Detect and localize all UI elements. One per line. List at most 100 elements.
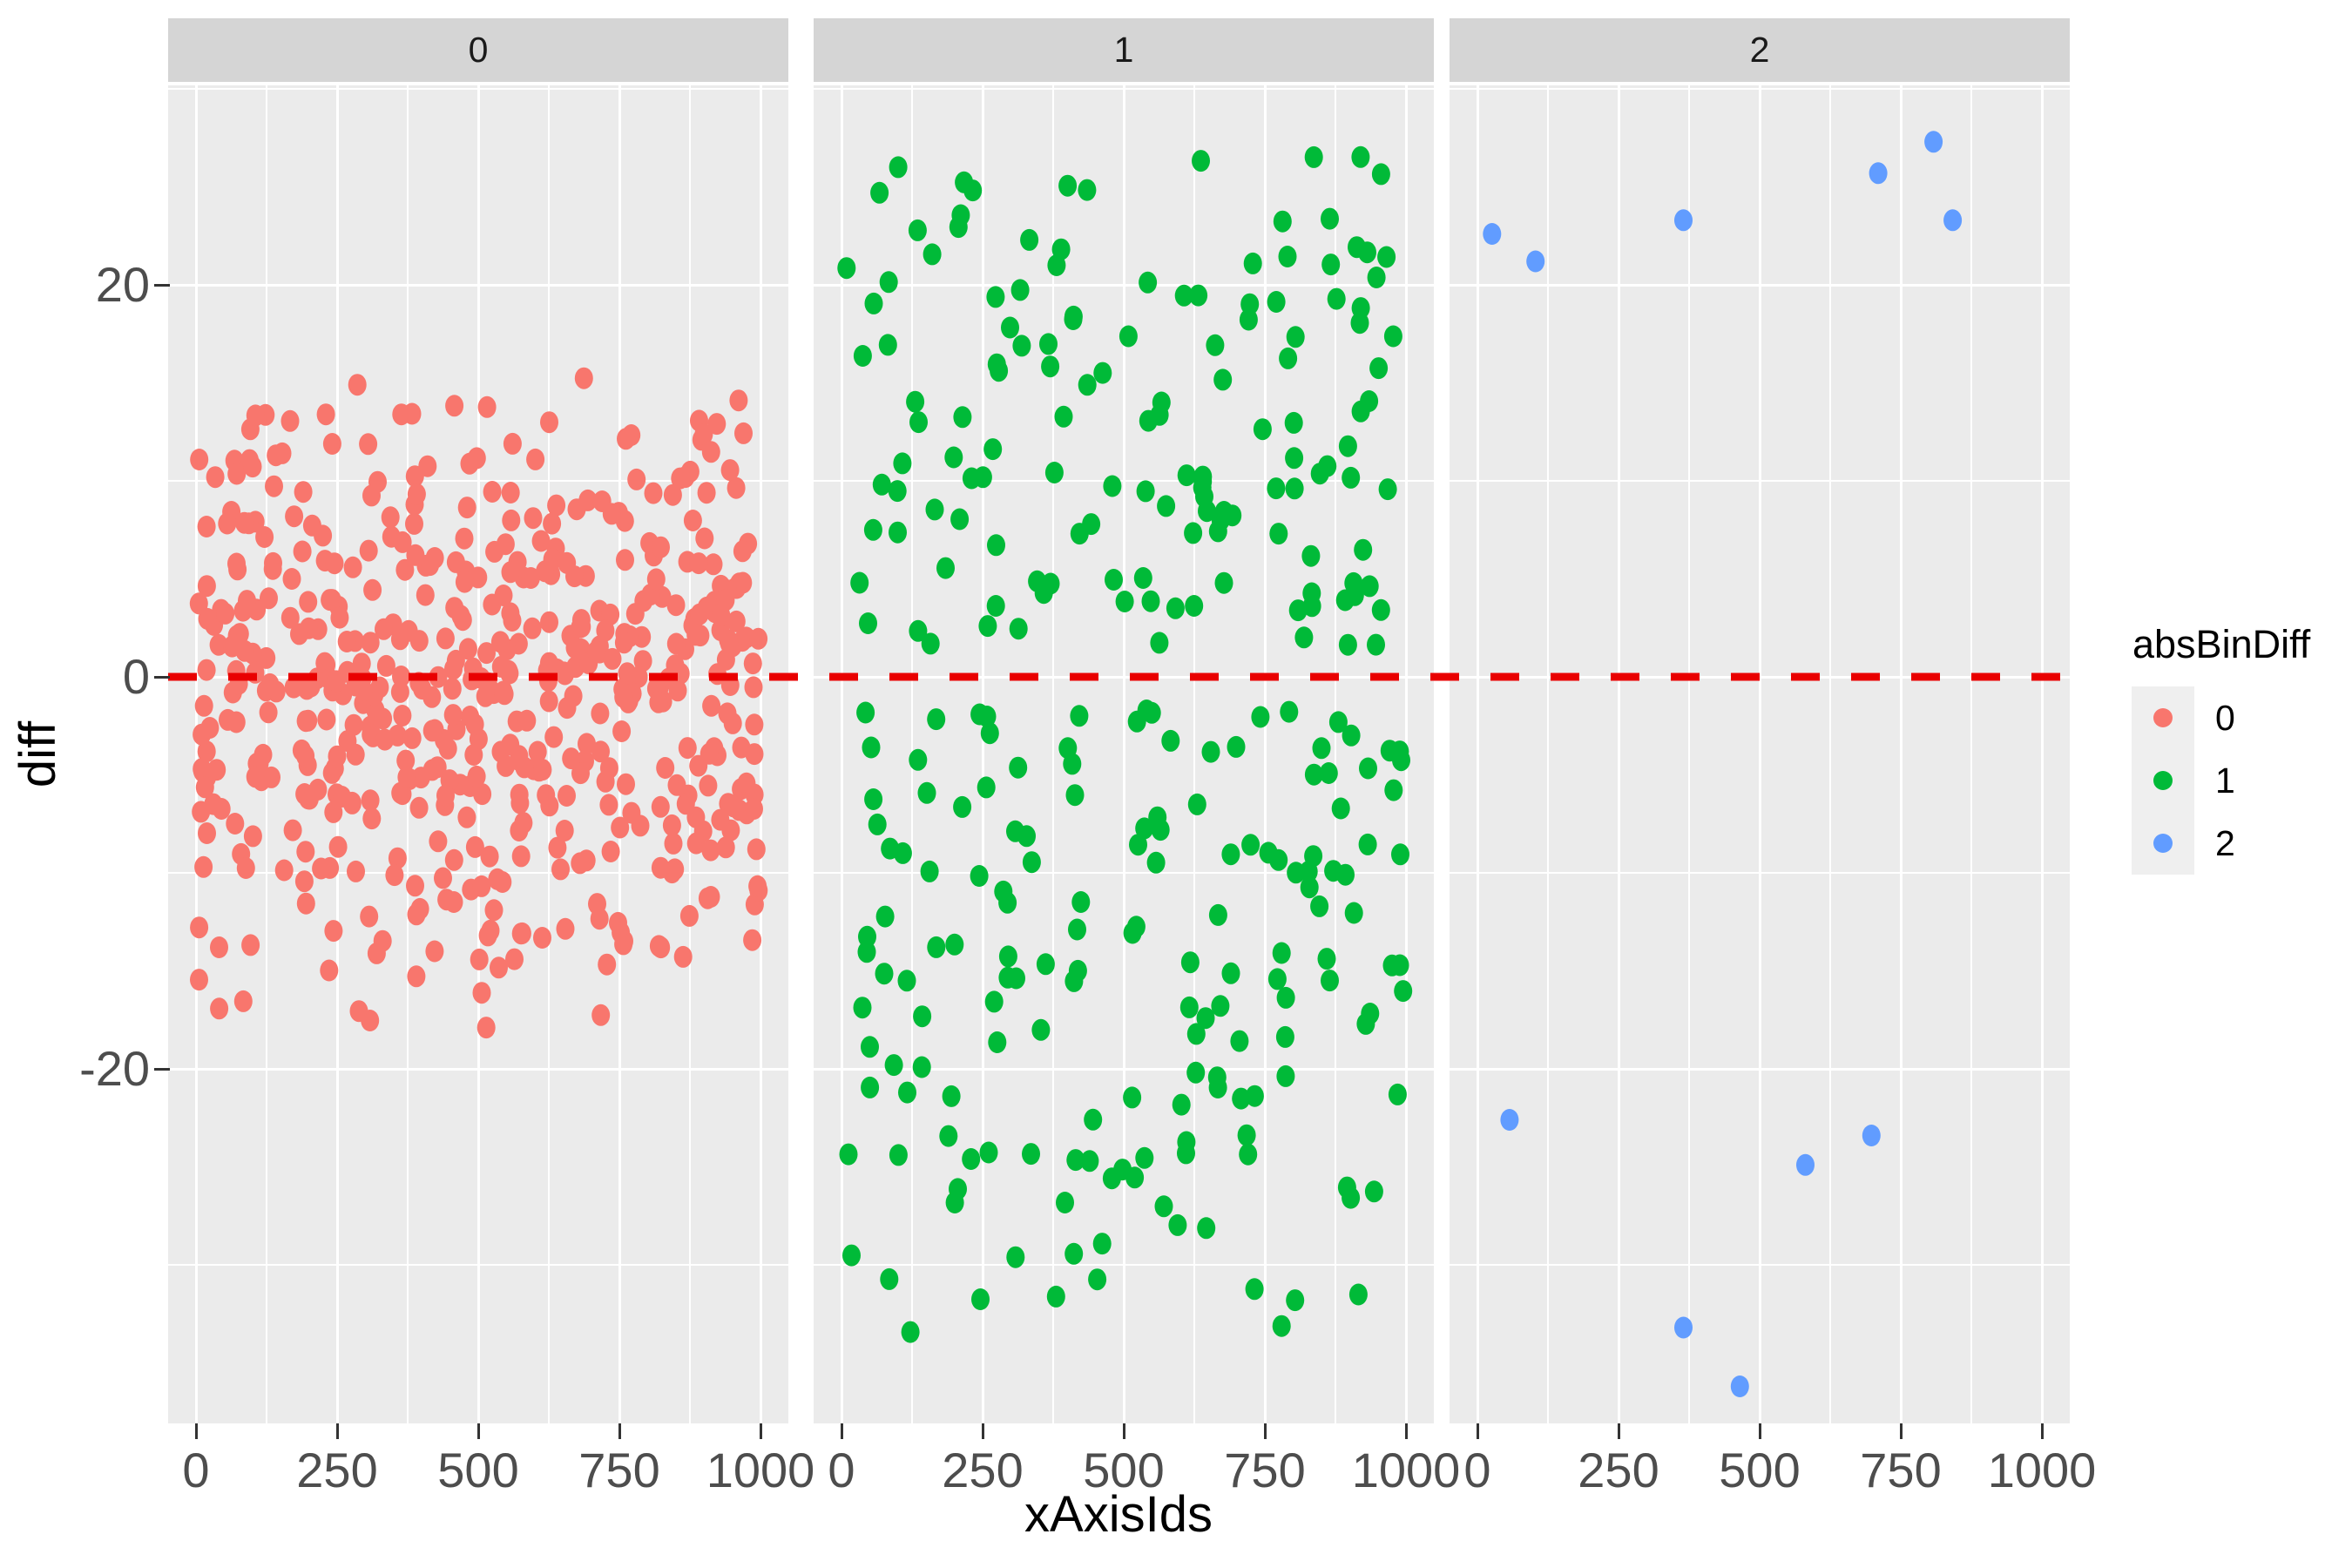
data-point xyxy=(649,691,668,713)
data-point xyxy=(578,489,598,511)
data-point xyxy=(617,773,635,795)
data-point xyxy=(1272,942,1291,964)
data-point xyxy=(562,747,581,770)
data-point xyxy=(395,558,415,581)
data-point xyxy=(484,899,504,922)
data-point xyxy=(1092,1233,1112,1255)
data-point xyxy=(745,713,764,736)
data-point xyxy=(502,509,521,531)
gridline xyxy=(1617,85,1620,1423)
data-point xyxy=(1186,1023,1206,1045)
data-point xyxy=(921,632,940,655)
data-point xyxy=(733,571,753,594)
data-point xyxy=(1251,706,1270,728)
data-point xyxy=(503,610,522,632)
data-point xyxy=(1221,962,1240,984)
data-point xyxy=(697,596,716,618)
data-point xyxy=(1267,477,1286,500)
data-point xyxy=(338,730,357,753)
data-point xyxy=(984,990,1004,1013)
data-point xyxy=(296,745,315,767)
data-point xyxy=(483,481,502,503)
facet-strip: 0 xyxy=(168,18,788,82)
data-point xyxy=(614,933,633,956)
data-point xyxy=(1336,863,1355,886)
data-point xyxy=(361,789,380,812)
data-point xyxy=(555,661,573,684)
data-point xyxy=(861,1076,880,1098)
data-point xyxy=(1007,967,1025,990)
data-point xyxy=(255,526,274,548)
data-point xyxy=(879,271,898,294)
x-tick-mark xyxy=(840,1423,843,1439)
data-point xyxy=(320,959,339,982)
x-tick-mark xyxy=(1617,1423,1620,1439)
legend-dot-icon xyxy=(2153,771,2173,790)
data-point xyxy=(1321,970,1339,992)
data-point xyxy=(587,640,606,663)
facet-strip-label: 2 xyxy=(1749,30,1770,70)
data-point xyxy=(1367,267,1386,288)
y-tick-label: -20 xyxy=(79,1041,150,1096)
data-point xyxy=(299,591,318,613)
data-point xyxy=(1267,291,1286,313)
data-point xyxy=(526,448,545,470)
data-point xyxy=(429,666,448,688)
data-point xyxy=(870,181,889,204)
data-point xyxy=(194,694,213,717)
data-point xyxy=(730,799,748,821)
data-point xyxy=(385,864,404,887)
legend-key xyxy=(2132,812,2194,875)
data-point xyxy=(884,1054,903,1077)
data-point xyxy=(945,1192,964,1213)
x-tick-label: 250 xyxy=(1578,1443,1659,1497)
data-point xyxy=(1279,347,1298,369)
data-point xyxy=(747,838,766,861)
data-point xyxy=(853,345,872,367)
gridline xyxy=(2040,85,2044,1423)
data-point xyxy=(537,784,556,807)
data-point xyxy=(1304,145,1323,168)
data-point xyxy=(209,633,228,656)
data-point xyxy=(1071,891,1091,913)
data-point xyxy=(490,631,510,653)
data-point xyxy=(392,666,410,687)
data-point xyxy=(1103,475,1122,497)
data-point xyxy=(501,561,520,584)
data-point xyxy=(1012,335,1031,357)
data-point xyxy=(979,1141,998,1164)
data-point xyxy=(359,433,378,456)
data-point xyxy=(189,592,208,615)
data-point xyxy=(296,892,315,915)
data-point xyxy=(1046,1285,1065,1308)
data-point xyxy=(283,819,302,841)
data-point xyxy=(1321,253,1341,276)
data-point xyxy=(1047,254,1066,276)
data-point xyxy=(942,1085,961,1107)
data-point xyxy=(881,837,900,860)
data-point xyxy=(1211,995,1230,1017)
data-point xyxy=(540,611,558,633)
data-point xyxy=(1351,297,1370,320)
data-point xyxy=(864,292,883,314)
data-point xyxy=(898,1081,916,1104)
data-point xyxy=(317,708,336,731)
data-point xyxy=(863,518,882,541)
data-point xyxy=(864,788,883,810)
data-point xyxy=(543,548,562,571)
data-point xyxy=(707,413,727,436)
data-point xyxy=(646,568,666,591)
data-point xyxy=(1135,1146,1154,1169)
data-point xyxy=(1078,179,1097,201)
data-point xyxy=(889,1144,908,1166)
y-tick-label: 20 xyxy=(95,257,150,312)
data-point xyxy=(274,859,294,882)
data-point xyxy=(236,857,255,879)
data-point xyxy=(342,792,362,814)
data-point xyxy=(1070,705,1089,727)
data-point xyxy=(1151,819,1170,841)
data-point xyxy=(551,858,570,881)
x-tick-mark xyxy=(1758,1423,1761,1439)
data-point xyxy=(1066,1149,1085,1172)
data-point xyxy=(875,905,895,928)
